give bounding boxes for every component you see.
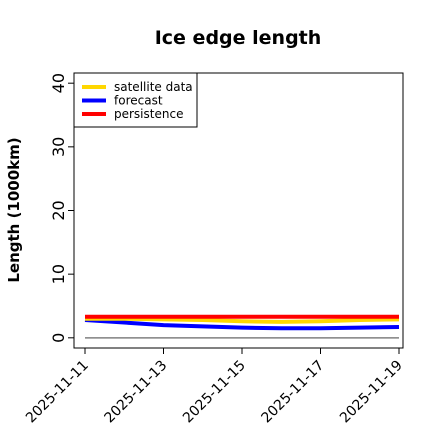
chart-title: Ice edge length	[155, 27, 322, 49]
x-tick-label: 2025-11-13	[101, 358, 170, 427]
plot-frame	[73, 72, 404, 349]
series-line-satellite-data	[85, 316, 400, 324]
x-tick-label: 2025-11-11	[23, 358, 92, 427]
legend-label-forecast: forecast	[114, 94, 163, 108]
y-axis-label: Length (1000km)	[5, 137, 23, 282]
y-tick-label: 0	[49, 333, 68, 343]
x-tick-label: 2025-11-15	[180, 358, 249, 427]
legend-label-satellite-data: satellite data	[114, 80, 193, 94]
x-tick-label: 2025-11-17	[258, 358, 327, 427]
y-tick-label: 30	[49, 137, 68, 157]
series-line-forecast	[84, 317, 400, 331]
legend-label-persistence: persistence	[114, 107, 183, 121]
y-tick-label: 40	[49, 73, 68, 93]
y-tick-label: 10	[49, 264, 68, 284]
y-tick-label: 20	[49, 200, 68, 220]
x-tick-label: 2025-11-19	[337, 358, 406, 427]
